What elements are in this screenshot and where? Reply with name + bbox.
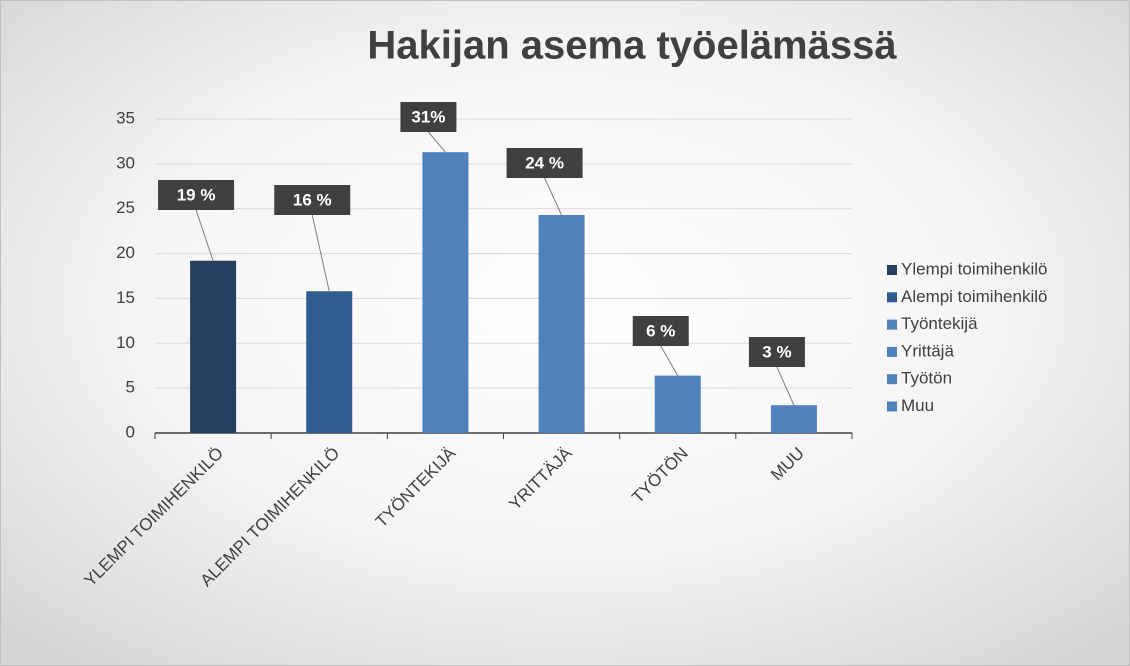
legend-swatch	[887, 265, 897, 275]
leader-line	[544, 177, 563, 216]
data-label-box	[400, 102, 457, 132]
bar	[654, 375, 701, 433]
legend-swatch	[887, 374, 897, 385]
y-tick-label: 20	[116, 243, 135, 262]
data-label-box	[632, 316, 689, 346]
bar	[306, 291, 353, 433]
leader-line	[195, 209, 214, 261]
data-label: 3 %	[762, 342, 791, 361]
legend-label: Ylempi toimihenkilö	[901, 259, 1047, 278]
bar	[422, 152, 469, 434]
legend-label: Työntekijä	[901, 314, 978, 333]
leader-line	[776, 366, 795, 406]
legend-swatch	[887, 319, 897, 330]
legend-swatch	[887, 292, 897, 303]
y-tick-label: 35	[116, 108, 135, 127]
legend-label: Työtön	[901, 369, 952, 388]
leader-line	[311, 214, 330, 292]
bar	[190, 260, 237, 433]
legend-label: Alempi toimihenkilö	[901, 287, 1047, 306]
legend-swatch	[887, 401, 897, 412]
data-label: 16 %	[293, 190, 332, 209]
data-label: 31%	[411, 107, 445, 126]
legend-label: Yrittäjä	[901, 341, 954, 360]
y-tick-label: 5	[126, 378, 135, 397]
chart-title: Hakijan asema työelämässä	[367, 24, 897, 68]
y-tick-label: 15	[116, 288, 135, 307]
bar	[770, 405, 817, 433]
legend-label: Muu	[901, 396, 934, 415]
y-tick-label: 30	[116, 153, 135, 172]
data-label: 19 %	[177, 185, 216, 204]
y-tick-label: 0	[126, 422, 135, 441]
leader-line	[428, 131, 446, 153]
legend-swatch	[887, 346, 897, 357]
data-label-box	[158, 180, 235, 210]
data-label-box	[274, 185, 351, 215]
data-label-box	[506, 148, 583, 178]
data-label: 6 %	[646, 321, 675, 340]
data-label-box	[748, 337, 805, 367]
bar	[538, 214, 585, 433]
data-label: 24 %	[525, 153, 564, 172]
y-tick-label: 25	[116, 198, 135, 217]
leader-line	[660, 345, 679, 376]
y-tick-label: 10	[116, 333, 135, 352]
